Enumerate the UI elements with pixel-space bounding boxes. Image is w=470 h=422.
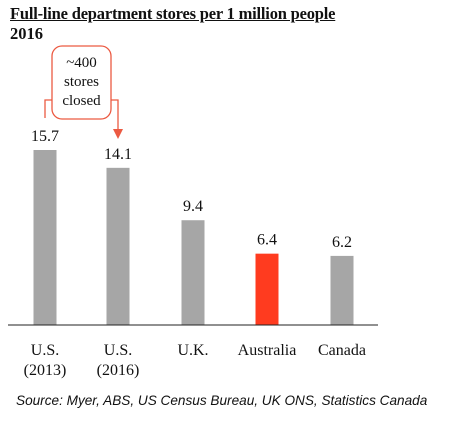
chart-subtitle: 2016 bbox=[10, 24, 43, 43]
category-label-0-0: U.S. bbox=[31, 342, 59, 359]
title-block: Full-line department stores per 1 millio… bbox=[10, 4, 335, 44]
bar-1 bbox=[106, 167, 130, 325]
category-label-1-0: U.S. bbox=[104, 342, 132, 359]
callout-box bbox=[51, 45, 112, 120]
value-label-1: 14.1 bbox=[104, 146, 132, 163]
value-label-2: 9.4 bbox=[183, 198, 203, 215]
source-note: Source: Myer, ABS, US Census Bureau, UK … bbox=[16, 393, 428, 408]
category-label-0-1: (2013) bbox=[24, 362, 67, 379]
callout-line-2: closed bbox=[62, 93, 101, 109]
value-label-4: 6.2 bbox=[332, 234, 352, 251]
bar-chart: 15.7 14.1 9.4 6.4 6.2 U.S. (2013) U.S. (2016) U.K… bbox=[8, 45, 378, 379]
chart-title: Full-line department stores per 1 millio… bbox=[10, 4, 336, 23]
category-label-3-0: Australia bbox=[238, 342, 297, 359]
value-label-3: 6.4 bbox=[257, 232, 277, 249]
bar-0 bbox=[33, 150, 57, 325]
callout-line-0: ~400 bbox=[66, 55, 97, 71]
callout-connector-left bbox=[44, 99, 52, 118]
callout-arrowhead bbox=[113, 129, 123, 139]
bar-3 bbox=[255, 253, 279, 325]
bar-4 bbox=[330, 255, 354, 325]
category-label-4-0: Canada bbox=[318, 342, 366, 359]
value-label-0: 15.7 bbox=[31, 128, 59, 145]
callout-line-1: stores bbox=[64, 74, 99, 90]
category-label-2-0: U.K. bbox=[177, 342, 208, 359]
bar-2 bbox=[181, 220, 205, 325]
category-label-1-1: (2016) bbox=[97, 362, 140, 379]
callout-connector-right bbox=[111, 99, 119, 131]
